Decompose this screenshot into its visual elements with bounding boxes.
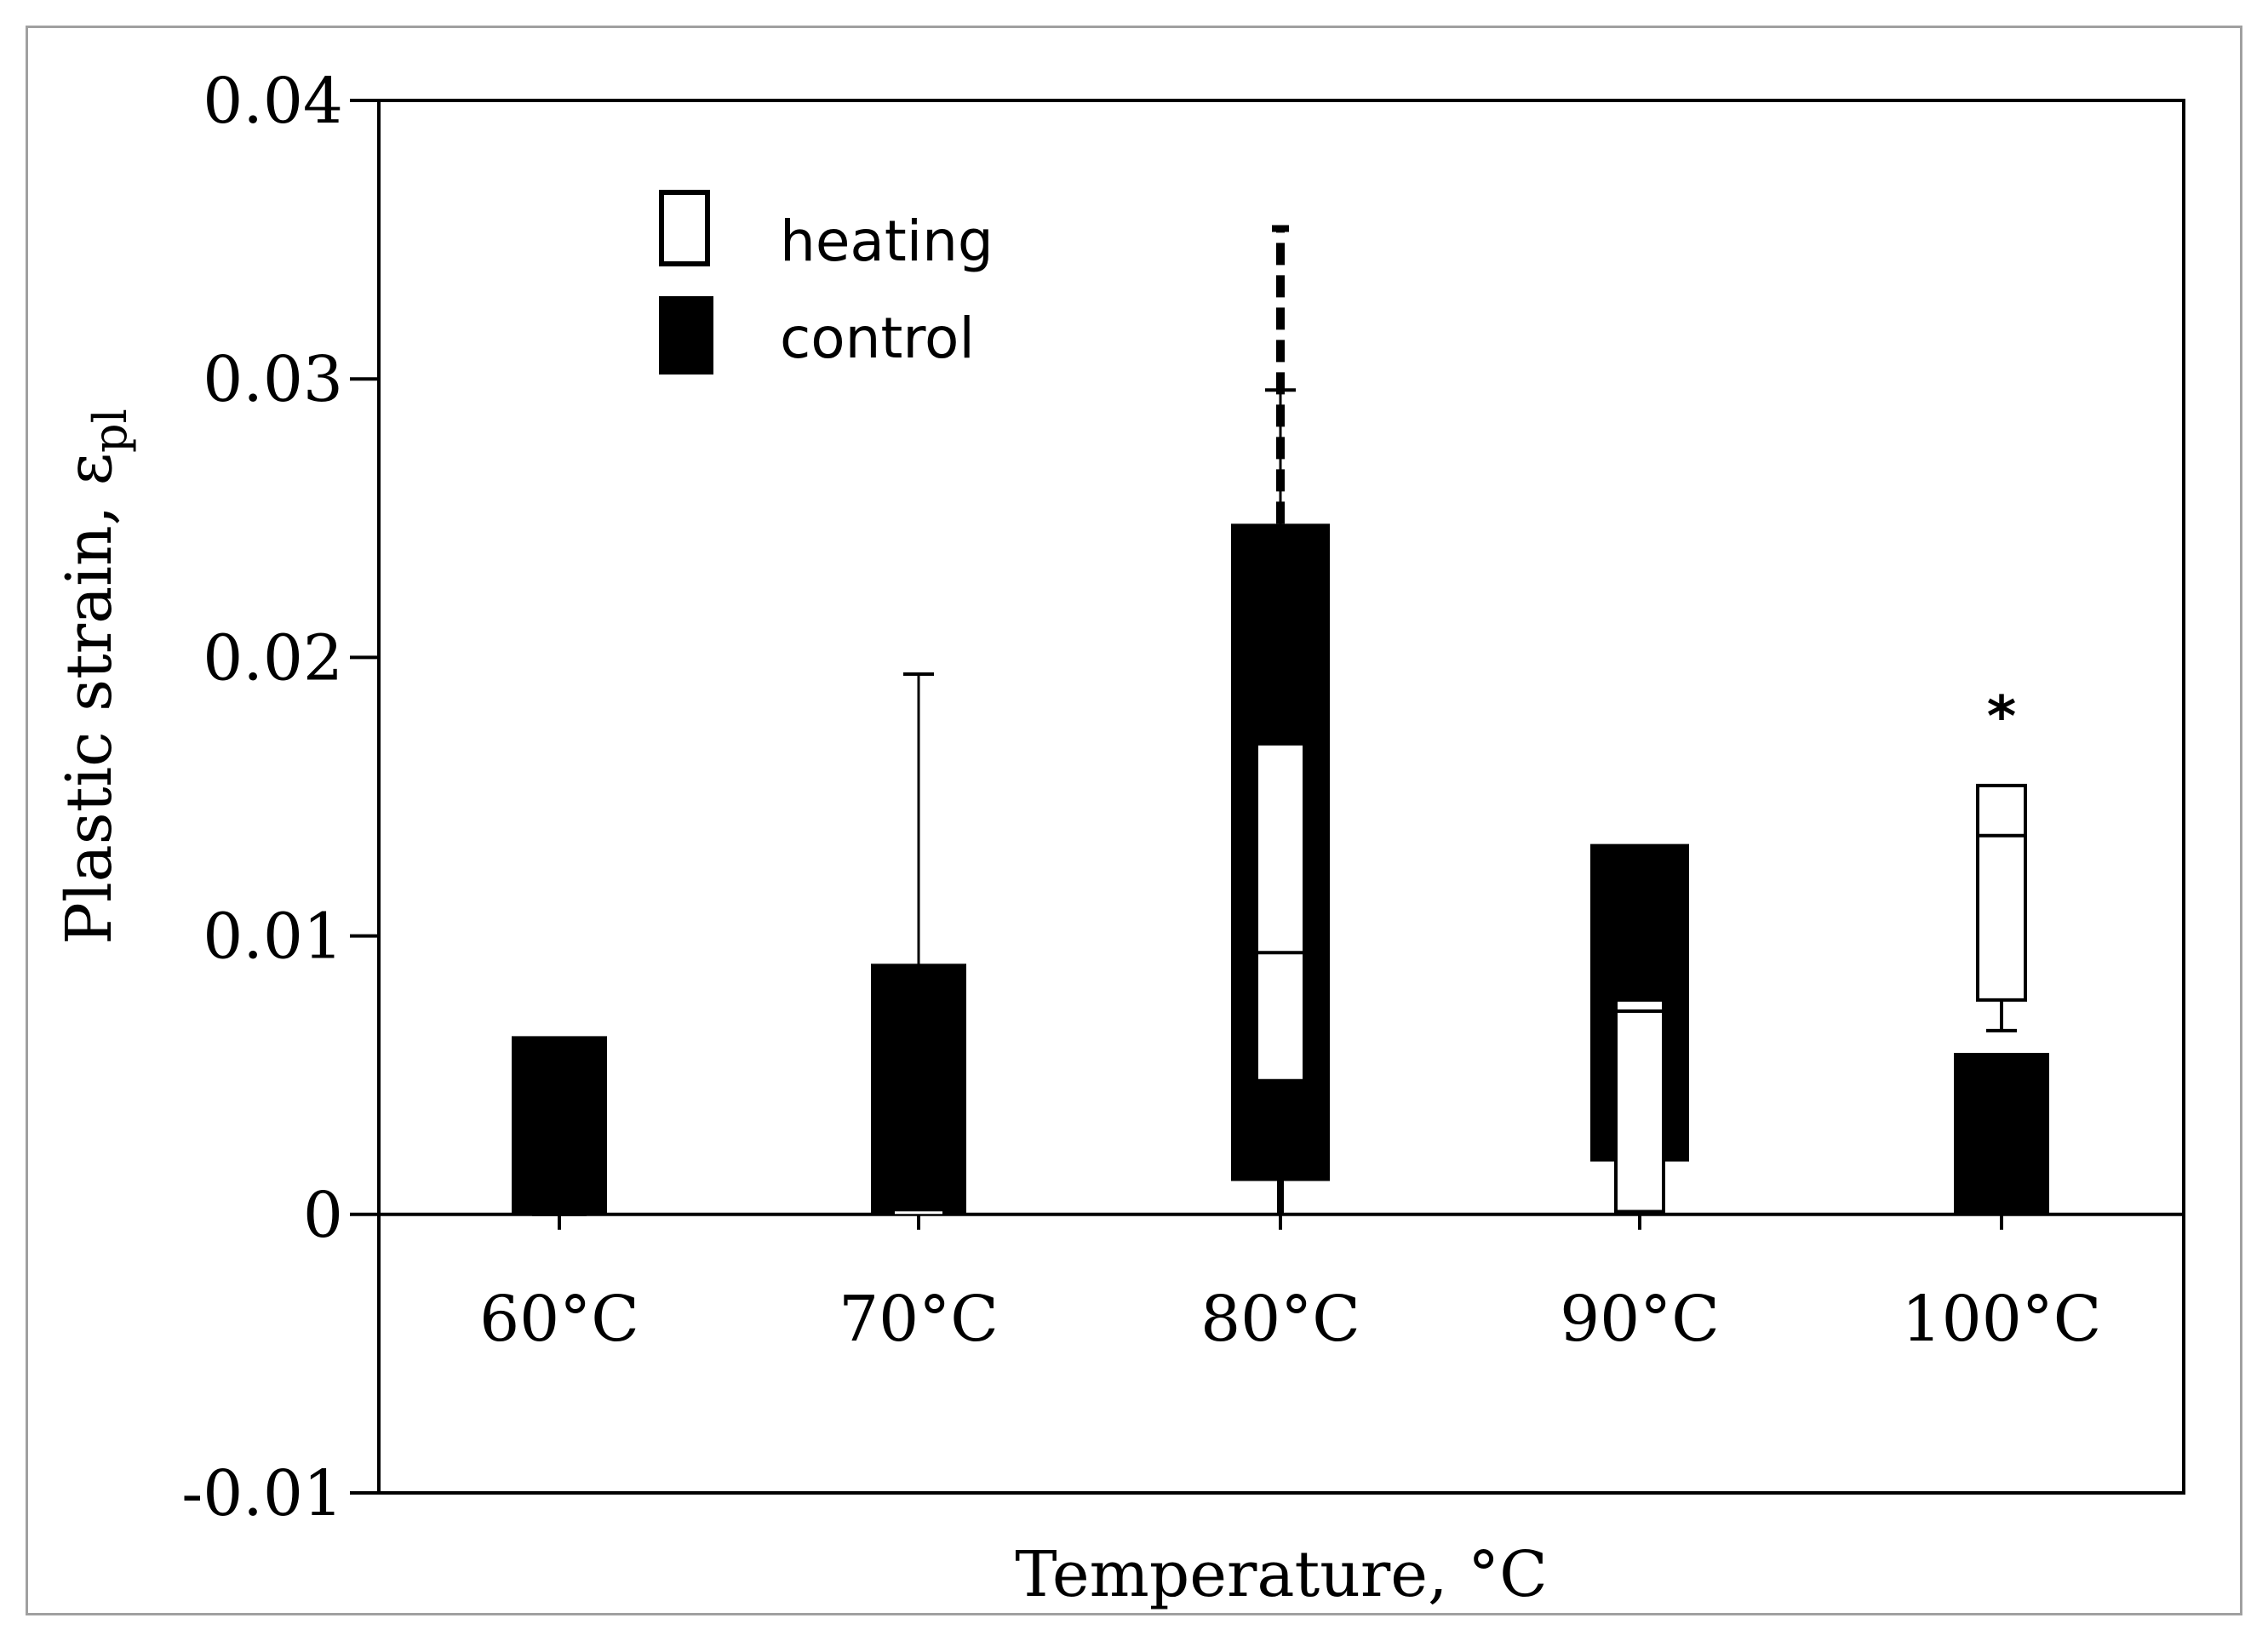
heating-box xyxy=(1614,998,1665,1214)
y-tick-label: 0 xyxy=(303,1179,343,1252)
y-tick-label: 0.01 xyxy=(203,901,343,974)
heating-box xyxy=(1255,741,1306,1083)
plot-area xyxy=(377,99,2185,1495)
svg-text:Plastic strain, εpl: Plastic strain, εpl xyxy=(53,409,137,945)
x-tick-label: 100°C xyxy=(1902,1283,2102,1356)
significance-marker: * xyxy=(1987,683,2017,749)
legend-heating-label: heating xyxy=(780,209,994,274)
legend-control-label: control xyxy=(780,306,975,371)
y-tick-label: 0.02 xyxy=(203,621,343,695)
legend-control-swatch xyxy=(659,296,713,375)
y-axis-title-subscript: pl xyxy=(83,409,137,453)
control-box xyxy=(512,1036,607,1215)
y-axis-title-main: Plastic strain, ε xyxy=(53,453,126,945)
x-axis-title: Temperature, °C xyxy=(1015,1538,1547,1611)
x-tick-label: 90°C xyxy=(1560,1283,1720,1356)
x-tick-label: 60°C xyxy=(479,1283,639,1356)
y-axis-title: Plastic strain, εpl xyxy=(53,409,137,945)
y-axis: 0.04 0.03 0.02 0.01 0 -0.01 xyxy=(181,65,379,1530)
control-box xyxy=(1954,1053,2049,1215)
chart-frame xyxy=(26,26,2242,1615)
x-tick-label: 80°C xyxy=(1200,1283,1360,1356)
chart-marks: * xyxy=(379,225,2184,1216)
y-tick-label: -0.01 xyxy=(181,1457,343,1530)
heating-box xyxy=(1976,783,2027,1002)
legend-heating-swatch xyxy=(659,190,710,266)
x-axis: 60°C 70°C 80°C 90°C 100°C xyxy=(479,1214,2102,1356)
y-tick-label: 0.03 xyxy=(203,343,343,416)
x-tick-label: 70°C xyxy=(839,1283,999,1356)
legend: heating control xyxy=(659,190,994,375)
y-tick-label: 0.04 xyxy=(203,65,343,138)
